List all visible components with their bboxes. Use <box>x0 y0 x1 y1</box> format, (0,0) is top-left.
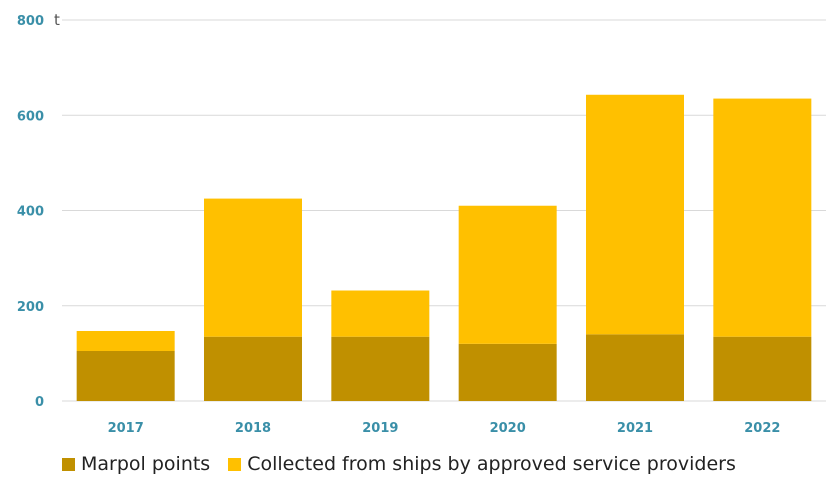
bar-collected-2020 <box>458 205 557 344</box>
bar-collected-2022 <box>713 98 812 337</box>
y-axis-unit: t <box>54 11 60 29</box>
bar-marpol-2022 <box>713 336 812 401</box>
legend-label-marpol: Marpol points <box>81 453 211 475</box>
y-axis-ticks: 0 200 400 600 800 <box>17 14 44 410</box>
bar-marpol-2019 <box>331 336 430 401</box>
bar-marpol-2021 <box>586 334 684 401</box>
y-tick-label-600: 600 <box>17 109 44 124</box>
legend: Marpol points Collected from ships by ap… <box>62 453 754 475</box>
bar-collected-2017 <box>76 330 175 351</box>
bar-marpol-2020 <box>458 343 557 401</box>
legend-label-collected: Collected from ships by approved service… <box>247 453 736 475</box>
y-tick-label-200: 200 <box>17 300 44 315</box>
y-tick-label-800: 800 <box>17 14 44 29</box>
x-tick-label-2017: 2017 <box>108 421 144 436</box>
y-tick-label-0: 0 <box>35 395 44 410</box>
x-axis-ticks: 2017 2018 2019 2020 2021 2022 <box>108 421 781 436</box>
legend-item-marpol: Marpol points <box>62 453 210 475</box>
bars <box>76 94 812 401</box>
bar-collected-2021 <box>586 94 684 335</box>
bar-collected-2018 <box>204 198 302 337</box>
bar-marpol-2017 <box>76 350 175 401</box>
x-tick-label-2020: 2020 <box>490 421 526 436</box>
x-tick-label-2021: 2021 <box>617 421 653 436</box>
gridlines <box>62 19 826 402</box>
x-tick-label-2019: 2019 <box>362 421 398 436</box>
y-tick-label-400: 400 <box>17 205 44 220</box>
bar-marpol-2018 <box>204 336 302 401</box>
bar-collected-2019 <box>331 290 430 337</box>
x-tick-label-2022: 2022 <box>744 421 780 436</box>
legend-swatch-collected <box>228 457 242 471</box>
legend-swatch-marpol <box>62 457 75 471</box>
legend-item-collected: Collected from ships by approved service… <box>228 453 736 475</box>
x-tick-label-2018: 2018 <box>235 421 271 436</box>
